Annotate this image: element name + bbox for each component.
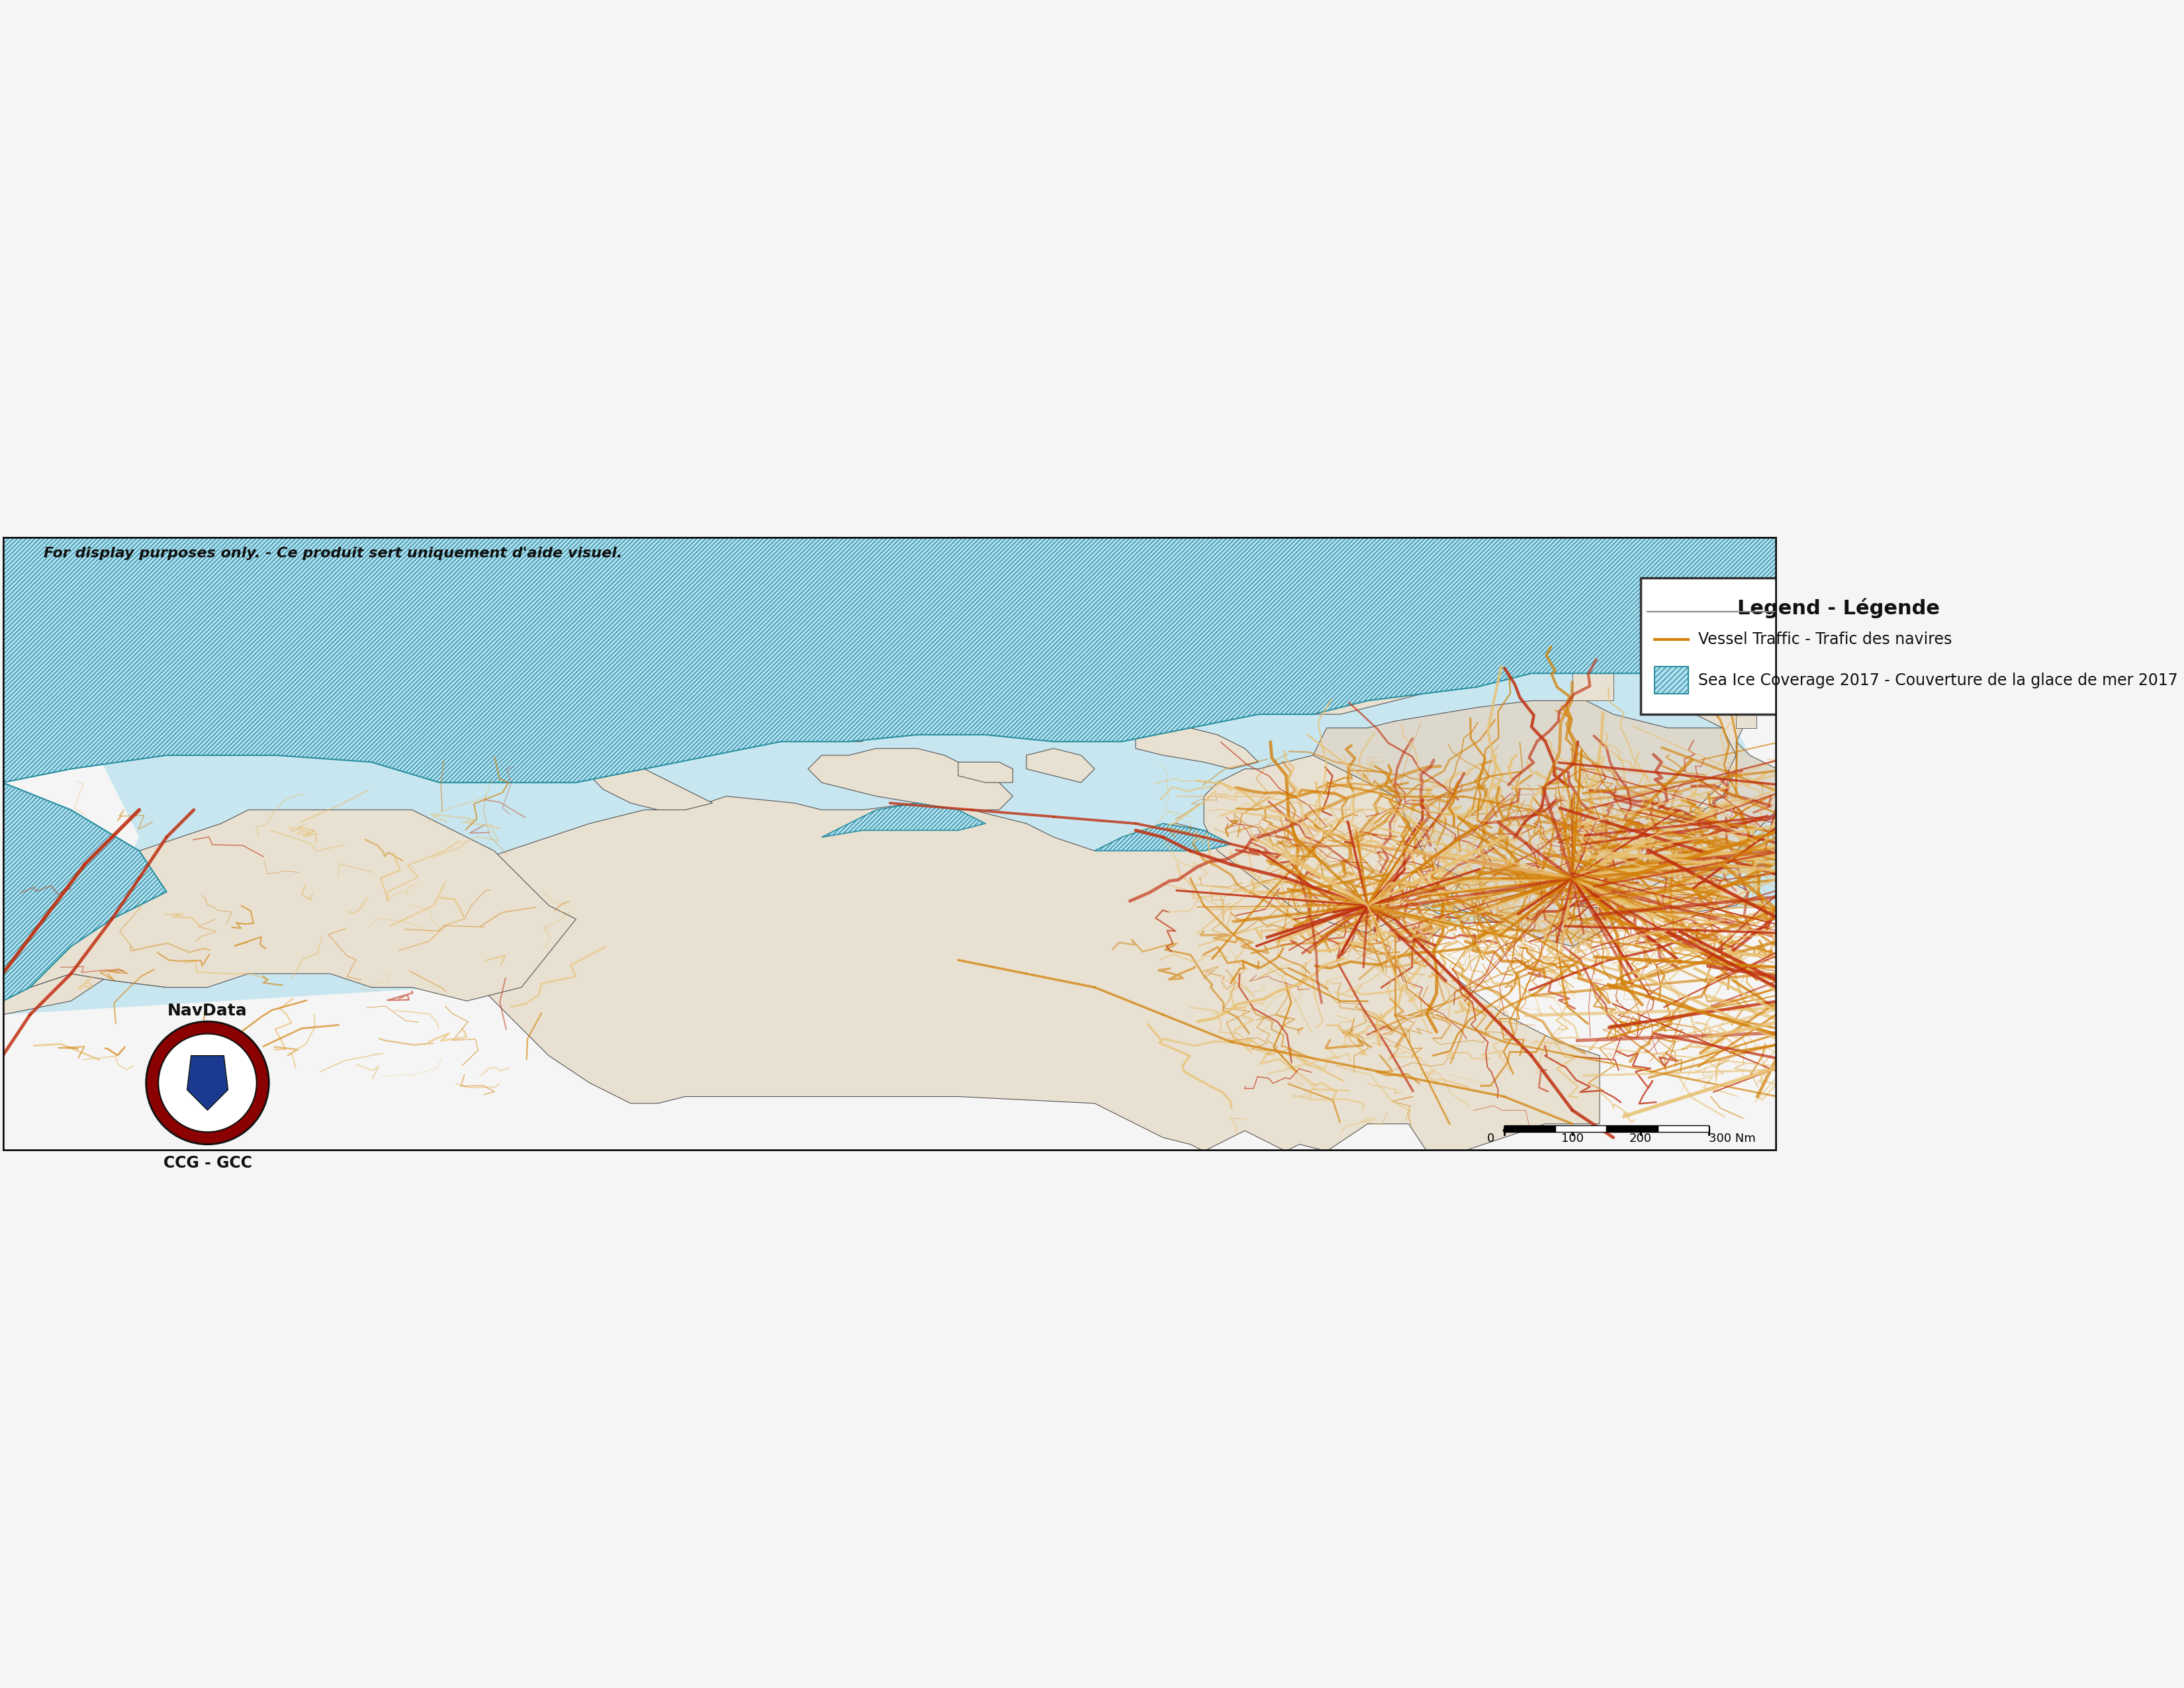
FancyBboxPatch shape <box>1640 577 2035 714</box>
Polygon shape <box>1572 674 1614 701</box>
Text: For display purposes only. - Ce produit sert uniquement d'aide visuel.: For display purposes only. - Ce produit … <box>44 547 622 560</box>
Polygon shape <box>2 810 577 1001</box>
Circle shape <box>146 1021 269 1144</box>
Polygon shape <box>821 803 985 837</box>
Polygon shape <box>1149 626 1476 714</box>
Polygon shape <box>1640 653 1669 674</box>
Polygon shape <box>2 537 1778 1014</box>
Polygon shape <box>740 721 863 741</box>
Bar <box>1505 1126 1555 1133</box>
Polygon shape <box>1299 701 1778 947</box>
FancyBboxPatch shape <box>1653 667 1688 694</box>
Polygon shape <box>1068 667 1149 701</box>
Bar <box>1555 1126 1607 1133</box>
Polygon shape <box>188 1055 227 1111</box>
Polygon shape <box>1026 748 1094 783</box>
Polygon shape <box>590 761 712 810</box>
Text: CCG - GCC: CCG - GCC <box>164 1155 251 1171</box>
Polygon shape <box>657 707 712 728</box>
Text: 100: 100 <box>1562 1133 1583 1144</box>
Polygon shape <box>2 797 1599 1165</box>
Circle shape <box>159 1033 258 1133</box>
Polygon shape <box>2 537 1778 783</box>
Bar <box>1607 1126 1658 1133</box>
Text: 200: 200 <box>1629 1133 1651 1144</box>
Text: Vessel Traffic - Trafic des navires: Vessel Traffic - Trafic des navires <box>1697 631 1952 647</box>
Polygon shape <box>1572 871 1749 912</box>
Polygon shape <box>1736 714 1756 728</box>
Polygon shape <box>2 783 166 1001</box>
Polygon shape <box>959 761 1013 783</box>
Bar <box>1658 1126 1708 1133</box>
Polygon shape <box>1136 728 1258 770</box>
Polygon shape <box>808 748 1013 810</box>
Polygon shape <box>1203 755 1463 933</box>
Text: 0: 0 <box>1487 1133 1494 1144</box>
Text: Legend - Légende: Legend - Légende <box>1736 598 1939 618</box>
Text: 300 Nm: 300 Nm <box>1708 1133 1756 1144</box>
Polygon shape <box>1695 640 1723 660</box>
Polygon shape <box>1669 680 1749 824</box>
Text: Sea Ice Coverage 2017 - Couverture de la glace de mer 2017: Sea Ice Coverage 2017 - Couverture de la… <box>1697 672 2177 689</box>
Polygon shape <box>1531 640 1572 660</box>
Polygon shape <box>1094 824 1232 851</box>
Text: NavData: NavData <box>168 1003 247 1020</box>
